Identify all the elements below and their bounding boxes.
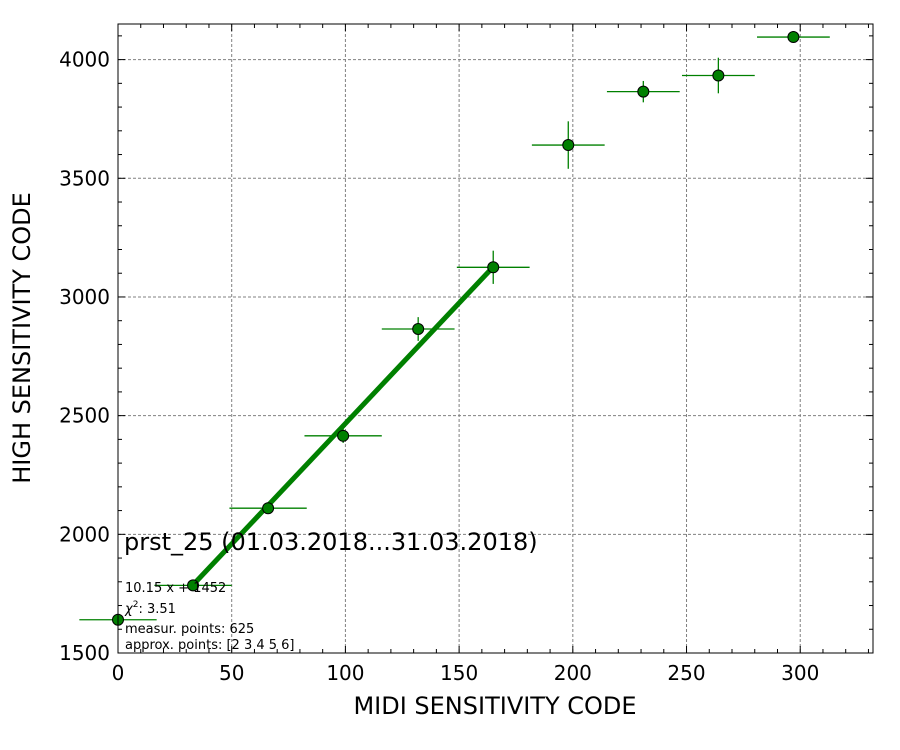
data-point-group: [681, 57, 755, 94]
y-tick-label: 4000: [59, 48, 110, 72]
data-points-layer: [79, 31, 830, 626]
axis-ticks: 0 50 100 150 200 250 300 1500 2000 2500 3000 3500 40…: [59, 24, 873, 685]
y-tick-label: 2500: [59, 404, 110, 428]
chi-superscript: 2: [133, 600, 139, 610]
chi-symbol: χ: [124, 602, 134, 617]
y-tick-label: 3000: [59, 285, 110, 309]
x-tick-label: 150: [440, 661, 478, 685]
x-tick-label: 50: [219, 661, 244, 685]
data-point-group: [606, 80, 680, 103]
data-point-group: [304, 428, 382, 443]
grid: [118, 24, 873, 653]
data-point-group: [757, 31, 830, 44]
data-point: [187, 579, 200, 592]
data-point: [787, 31, 800, 44]
data-point-group: [381, 317, 455, 341]
minor-ticks: [118, 24, 873, 653]
data-point: [712, 69, 725, 82]
y-tick-label: 3500: [59, 166, 110, 190]
plot-frame: [117, 23, 874, 654]
fit-line-layer: [191, 265, 496, 587]
x-axis-title: MIDI SENSITIVITY CODE: [353, 692, 636, 720]
x-tick-label: 200: [554, 661, 592, 685]
data-point-group: [229, 502, 307, 515]
y-tick-label: 1500: [59, 641, 110, 665]
data-point: [262, 502, 275, 515]
approximation-points: approx. points: [2 3 4 5 6]: [125, 638, 295, 653]
data-point-group: [531, 121, 605, 169]
x-tick-label: 100: [326, 661, 364, 685]
data-point: [487, 261, 500, 274]
data-point: [412, 323, 425, 336]
data-point: [337, 429, 350, 442]
fit-equation: 10.15 x + 1452: [125, 581, 226, 596]
y-axis-title: HIGH SENSITIVITY CODE: [8, 192, 36, 484]
data-point-group: [154, 579, 232, 592]
chi-value: : 3.51: [138, 602, 175, 617]
data-point-group: [456, 250, 530, 284]
y-tick-label: 2000: [59, 522, 110, 546]
data-point: [637, 85, 650, 98]
x-tick-label: 300: [781, 661, 819, 685]
x-tick-label: 250: [667, 661, 705, 685]
annotation-box: prst_25 (01.03.2018...31.03.2018) 10.15 …: [124, 528, 538, 653]
fit-line: [191, 265, 496, 587]
chi-squared: χ2: 3.51: [124, 600, 176, 617]
data-point: [562, 139, 575, 152]
annotation-title: prst_25 (01.03.2018...31.03.2018): [124, 528, 538, 556]
x-tick-label: 0: [112, 661, 125, 685]
measurement-points: measur. points: 625: [125, 622, 254, 637]
